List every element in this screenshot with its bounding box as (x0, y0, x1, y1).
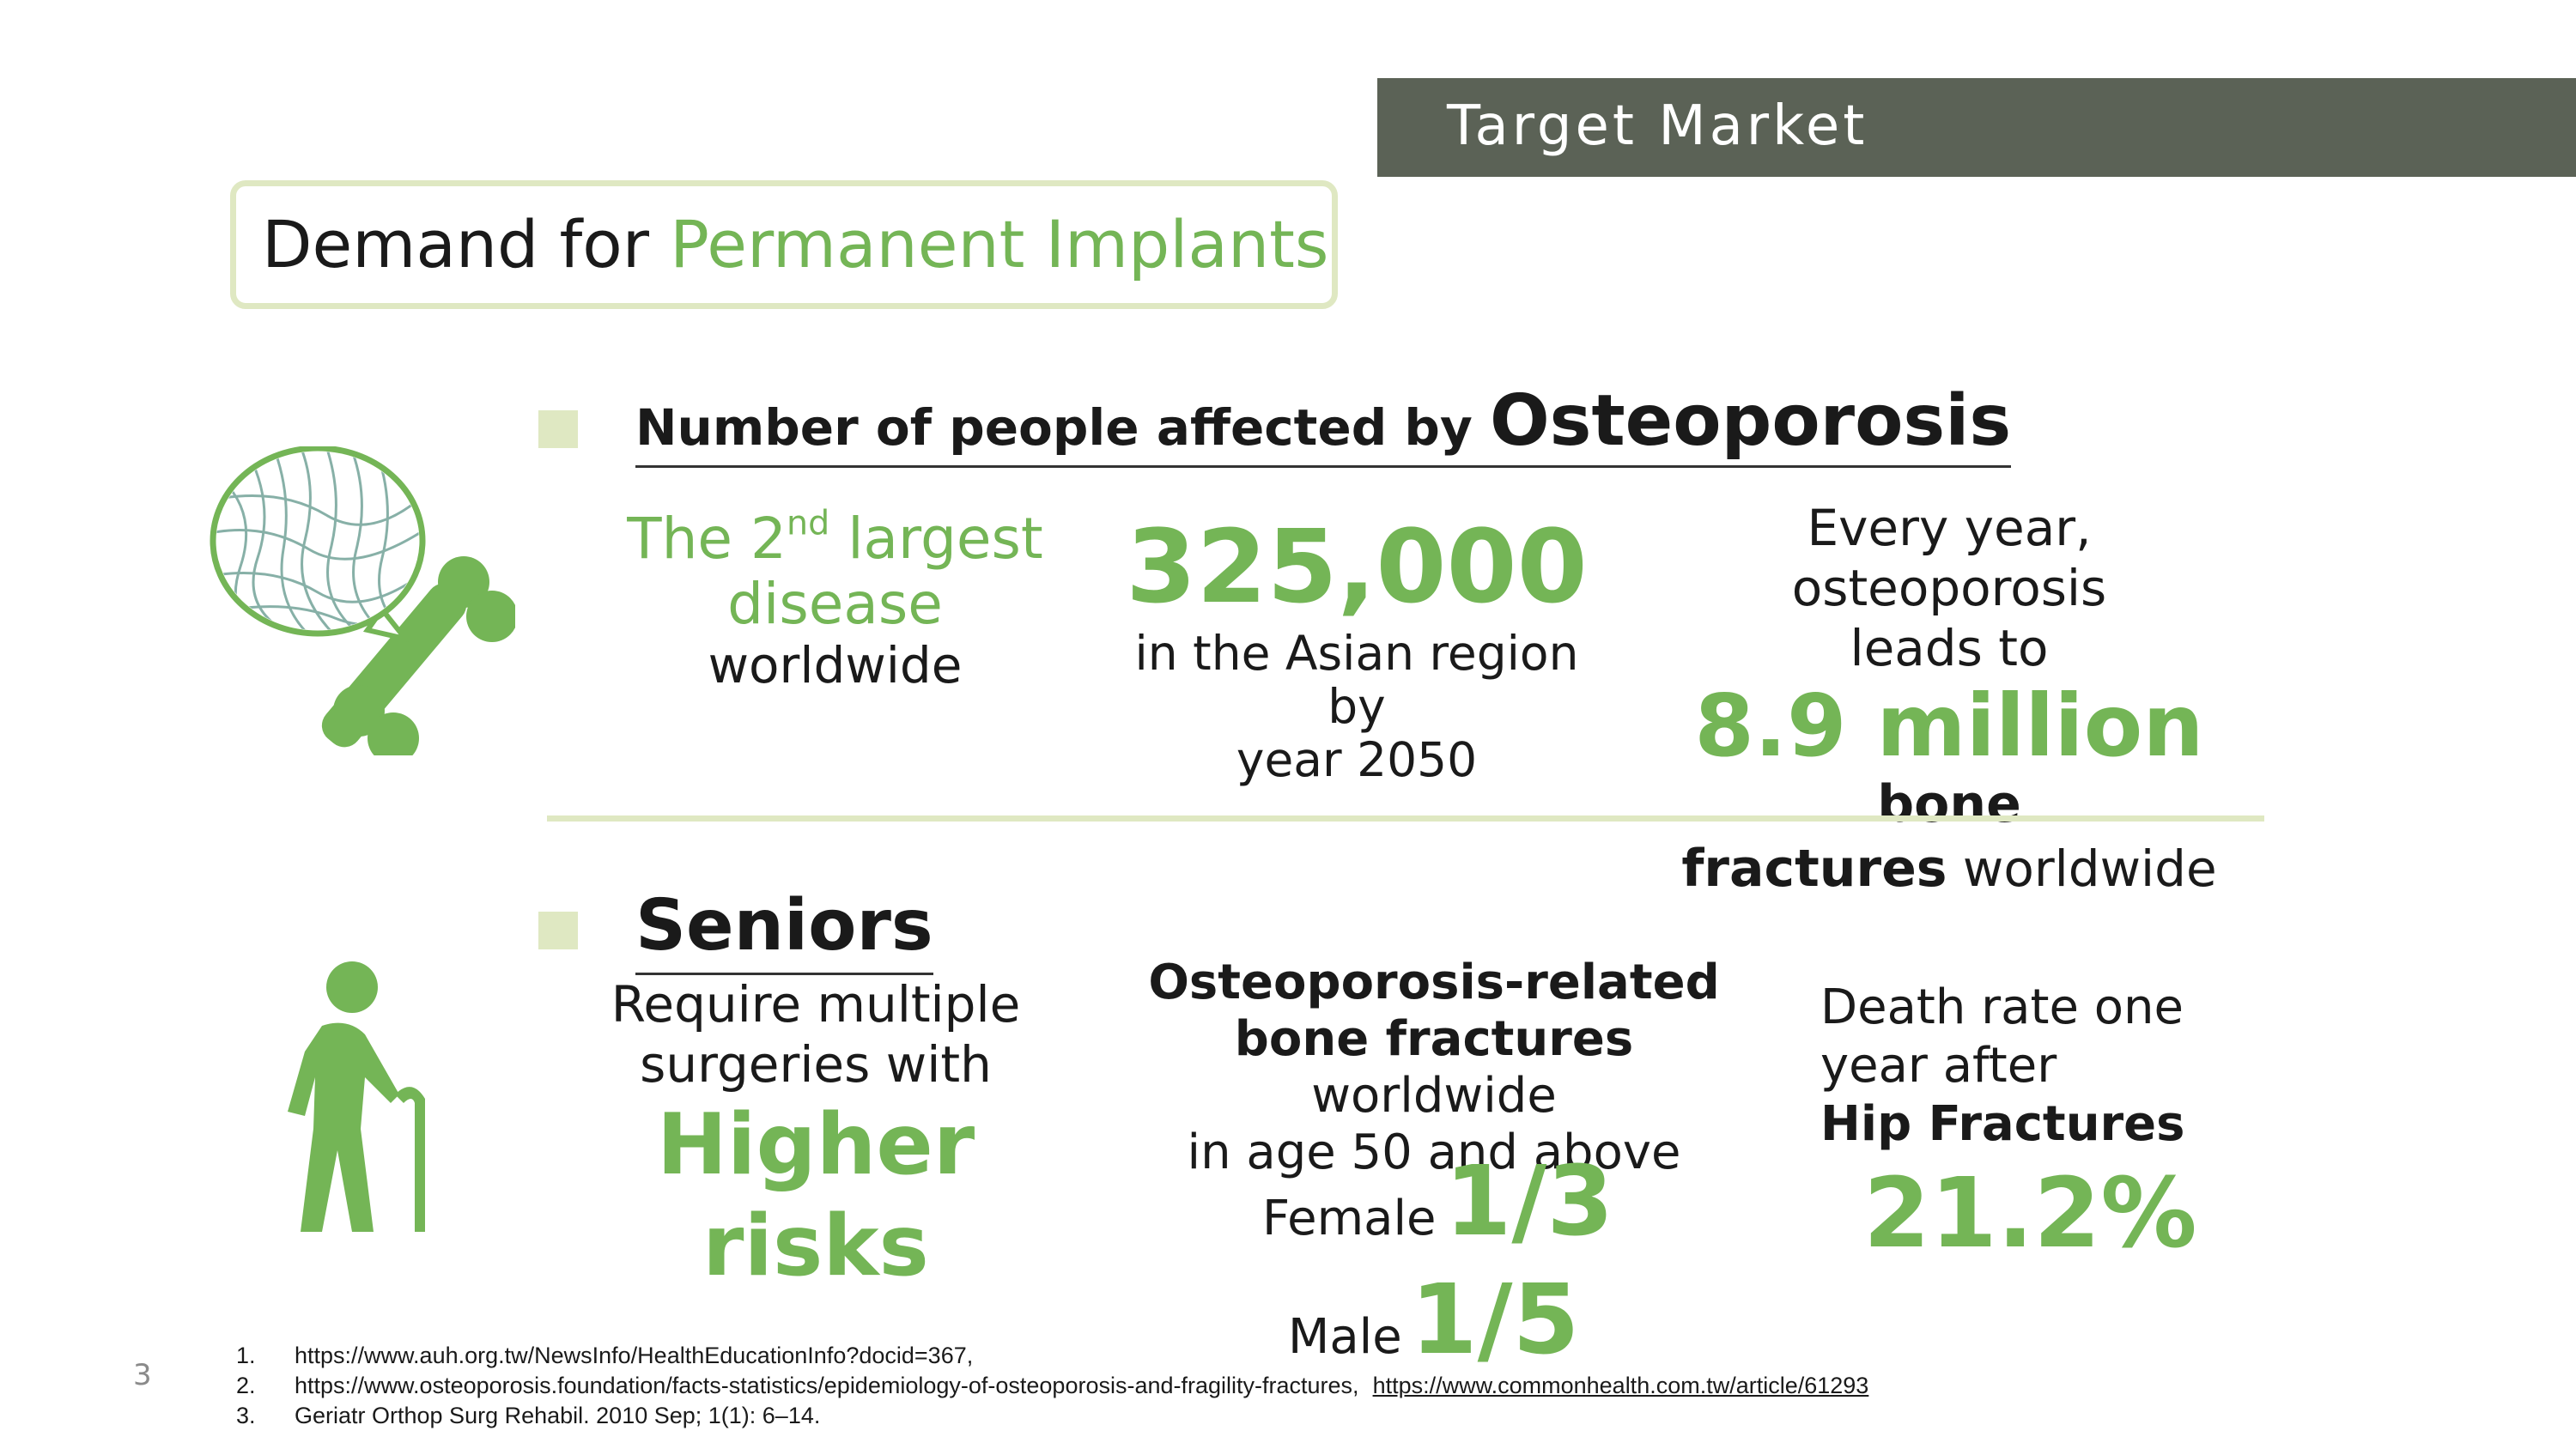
reference-item: 1. https://www.auh.org.tw/NewsInfo/Health… (236, 1343, 974, 1368)
stat-line: leads to (1850, 619, 2049, 677)
reference-link[interactable]: https://www.commonhealth.com.tw/article/… (1372, 1373, 1869, 1398)
stat-line: year after (1820, 1038, 2057, 1094)
male-label: Male (1288, 1309, 1402, 1365)
female-label: Female (1262, 1191, 1437, 1246)
title-part-1: Demand for (262, 206, 671, 282)
stat-bold: Hip Fractures (1820, 1096, 2185, 1152)
heading-keyword: Osteoporosis (1489, 380, 2012, 462)
stat-line: Every year, osteoporosis (1791, 499, 2107, 617)
stat-bone-fractures-age: Osteoporosis-related bone fractures worl… (1133, 955, 1735, 1181)
stat-largest-disease: The 2nd largest disease worldwide (592, 506, 1078, 694)
stat-number: 21.2% (1863, 1158, 2197, 1270)
male-ratio-row: Male1/5 (1288, 1260, 1579, 1380)
stat-line: worldwide (708, 635, 963, 694)
stat-line: Osteoporosis-related (1148, 955, 1720, 1010)
stat-death-rate: Death rate one year after Hip Fractures … (1820, 979, 2301, 1274)
title-part-2: Permanent Implants (670, 206, 1329, 282)
stat-line: surgeries with (640, 1035, 992, 1094)
stat-bold: fractures (1681, 839, 1947, 899)
stat-asian-region: 325,000 in the Asian region by year 2050 (1116, 506, 1597, 786)
section-seniors-heading: Seniors (635, 880, 933, 975)
female-ratio: 1/3 (1444, 1146, 1614, 1258)
stat-number: 325,000 (1126, 507, 1588, 626)
bone-magnifier-icon (210, 446, 515, 755)
slide-section-title: Target Market (1447, 94, 1868, 158)
female-ratio-row: Female1/3 (1262, 1142, 1613, 1262)
male-ratio: 1/5 (1410, 1264, 1580, 1376)
stat-number: 8.9 million (1694, 676, 2204, 776)
reference-text: https://www.osteoporosis.foundation/fact… (295, 1373, 1359, 1398)
stat-fractures: Every year, osteoporosis leads to 8.9 mi… (1649, 498, 2250, 903)
stat-highlight: risks (702, 1197, 929, 1295)
stat-highlight: Higher (656, 1096, 975, 1194)
section-divider (547, 815, 2264, 822)
reference-text: https://www.auh.org.tw/NewsInfo/HealthEd… (295, 1343, 974, 1368)
bullet-square (538, 410, 578, 448)
stat-line: in age 50 and above (1187, 1125, 1681, 1180)
stat-line: The 2nd largest (627, 503, 1043, 572)
stat-line: disease (727, 570, 943, 637)
page-number: 3 (133, 1358, 152, 1392)
bullet-square (538, 912, 578, 949)
references-list: 1. https://www.auh.org.tw/NewsInfo/Health… (236, 1341, 1868, 1431)
title-box (230, 180, 1338, 309)
heading-prefix: Number of people affected by (635, 398, 1490, 457)
stat-line: in the Asian region by (1134, 626, 1579, 734)
stat-bold: bone (1877, 774, 2021, 834)
header-band (1377, 78, 2576, 177)
senior-with-cane-icon (288, 961, 425, 1232)
section-osteoporosis-heading: Number of people affected by Osteoporosi… (635, 378, 2012, 468)
stat-line: Require multiple (611, 975, 1021, 1034)
reference-text: Geriatr Orthop Surg Rehabil. 2010 Sep; 1… (295, 1403, 821, 1428)
stat-higher-risks: Require multiple surgeries with Higher r… (601, 974, 1030, 1297)
stat-line: year 2050 (1236, 732, 1478, 787)
stat-line: worldwide (1311, 1068, 1557, 1124)
reference-item: 2. https://www.osteoporosis.foundation/fa… (236, 1373, 1869, 1398)
reference-item: 3. Geriatr Orthop Surg Rehabil. 2010 Sep;… (236, 1403, 821, 1428)
stat-bold: bone fractures (1234, 1011, 1634, 1067)
slide-title: Demand for Permanent Implants (262, 202, 1329, 288)
stat-line: worldwide (1947, 840, 2217, 898)
stat-line: Death rate one (1820, 979, 2184, 1035)
